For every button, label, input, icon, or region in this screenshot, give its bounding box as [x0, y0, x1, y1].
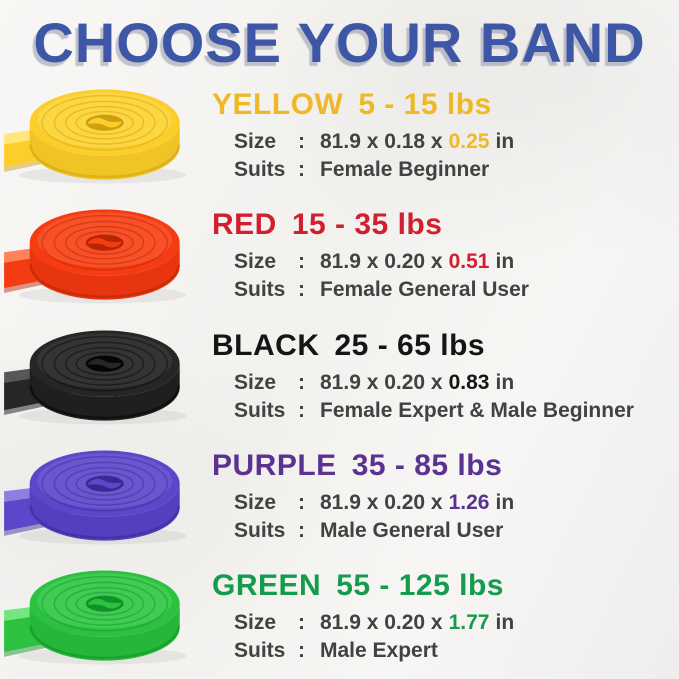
- band-weight-range: 35 - 85 lbs: [351, 448, 503, 482]
- suits-label: Suits: [234, 638, 286, 662]
- coiled-band-illustration: [4, 450, 187, 545]
- size-line: Size : 81.9 x 0.18 x 0.25 in: [234, 128, 514, 156]
- band-section-green: GREEN 55 - 125 lbs Size : 81.9 x 0.20 x …: [0, 557, 679, 677]
- size-value: 81.9 x 0.20 x 1.26 in: [320, 489, 514, 517]
- band-weight-range: 55 - 125 lbs: [336, 568, 504, 602]
- size-label: Size: [234, 370, 277, 394]
- size-line: Size : 81.9 x 0.20 x 0.83 in: [234, 369, 634, 397]
- suits-value: Female General User: [320, 278, 529, 302]
- colon: :: [298, 638, 305, 662]
- size-dimensions: 81.9 x 0.20 x: [320, 250, 443, 274]
- size-dimensions: 81.9 x 0.20 x: [320, 610, 443, 634]
- suits-label: Suits: [234, 278, 286, 302]
- suits-label: Suits: [234, 398, 286, 422]
- band-weight-range: 25 - 65 lbs: [334, 328, 486, 362]
- colon: :: [298, 158, 305, 182]
- size-line: Size : 81.9 x 0.20 x 1.26 in: [234, 489, 514, 517]
- band-name: YELLOW: [212, 88, 344, 122]
- band-name: PURPLE: [212, 448, 337, 482]
- suits-value: Male General User: [320, 518, 504, 542]
- band-heading: GREEN 55 - 125 lbs: [212, 569, 514, 603]
- band-name: GREEN: [212, 568, 322, 602]
- band-name: BLACK: [212, 328, 320, 362]
- band-info: YELLOW 5 - 15 lbs Size : 81.9 x 0.18 x 0…: [212, 88, 514, 184]
- band-photo-green: [0, 561, 198, 673]
- band-list: YELLOW 5 - 15 lbs Size : 81.9 x 0.18 x 0…: [0, 76, 679, 679]
- size-label: Size: [234, 250, 277, 274]
- band-weight-range: 15 - 35 lbs: [291, 208, 443, 242]
- size-label: Size: [234, 130, 277, 154]
- colon: :: [298, 398, 305, 422]
- size-unit: in: [495, 370, 515, 394]
- size-thickness: 0.51: [448, 250, 490, 274]
- colon: :: [298, 490, 305, 514]
- suits-label: Suits: [234, 158, 286, 182]
- suits-value: Male Expert: [320, 638, 438, 662]
- suits-value: Female Beginner: [320, 158, 490, 182]
- coiled-band-illustration: [4, 209, 187, 304]
- band-info: PURPLE 35 - 85 lbs Size : 81.9 x 0.20 x …: [212, 449, 514, 545]
- band-heading: PURPLE 35 - 85 lbs: [212, 449, 514, 483]
- suits-line: Suits : Male Expert: [234, 637, 514, 665]
- size-label: Size: [234, 610, 277, 634]
- band-heading: YELLOW 5 - 15 lbs: [212, 88, 514, 122]
- size-line: Size : 81.9 x 0.20 x 0.51 in: [234, 248, 529, 276]
- band-photo-red: [0, 200, 198, 312]
- size-value: 81.9 x 0.20 x 0.51 in: [320, 248, 514, 276]
- band-heading: RED 15 - 35 lbs: [212, 208, 529, 242]
- suits-line: Suits : Female Beginner: [234, 156, 514, 184]
- band-section-red: RED 15 - 35 lbs Size : 81.9 x 0.20 x 0.5…: [0, 196, 679, 316]
- size-unit: in: [495, 490, 515, 514]
- band-section-black: BLACK 25 - 65 lbs Size : 81.9 x 0.20 x 0…: [0, 316, 679, 436]
- suits-value: Female Expert & Male Beginner: [320, 398, 634, 422]
- size-label: Size: [234, 490, 277, 514]
- suits-line: Suits : Female Expert & Male Beginner: [234, 397, 634, 425]
- suits-label: Suits: [234, 518, 286, 542]
- size-unit: in: [495, 130, 515, 154]
- band-info: GREEN 55 - 125 lbs Size : 81.9 x 0.20 x …: [212, 569, 514, 665]
- band-weight-range: 5 - 15 lbs: [358, 88, 492, 122]
- colon: :: [298, 250, 305, 274]
- size-unit: in: [495, 250, 515, 274]
- band-photo-purple: [0, 441, 198, 553]
- coiled-band-illustration: [4, 570, 187, 665]
- size-dimensions: 81.9 x 0.20 x: [320, 370, 443, 394]
- size-thickness: 1.26: [448, 490, 490, 514]
- suits-line: Suits : Female General User: [234, 276, 529, 304]
- coiled-band-illustration: [4, 329, 187, 424]
- size-thickness: 1.77: [448, 610, 490, 634]
- size-value: 81.9 x 0.20 x 0.83 in: [320, 369, 514, 397]
- band-section-purple: PURPLE 35 - 85 lbs Size : 81.9 x 0.20 x …: [0, 437, 679, 557]
- size-line: Size : 81.9 x 0.20 x 1.77 in: [234, 609, 514, 637]
- band-info: BLACK 25 - 65 lbs Size : 81.9 x 0.20 x 0…: [212, 329, 634, 425]
- band-photo-yellow: [0, 80, 198, 192]
- band-section-yellow: YELLOW 5 - 15 lbs Size : 81.9 x 0.18 x 0…: [0, 76, 679, 196]
- band-heading: BLACK 25 - 65 lbs: [212, 329, 634, 363]
- page-title: CHOOSE YOUR BAND: [33, 11, 646, 74]
- size-dimensions: 81.9 x 0.20 x: [320, 490, 443, 514]
- size-dimensions: 81.9 x 0.18 x: [320, 130, 443, 154]
- size-thickness: 0.25: [448, 130, 490, 154]
- size-value: 81.9 x 0.18 x 0.25 in: [320, 128, 514, 156]
- size-unit: in: [495, 610, 515, 634]
- size-thickness: 0.83: [448, 370, 490, 394]
- coiled-band-illustration: [4, 89, 187, 184]
- colon: :: [298, 610, 305, 634]
- suits-line: Suits : Male General User: [234, 517, 514, 545]
- colon: :: [298, 130, 305, 154]
- band-name: RED: [212, 208, 277, 242]
- colon: :: [298, 370, 305, 394]
- colon: :: [298, 518, 305, 542]
- band-photo-black: [0, 321, 198, 433]
- colon: :: [298, 278, 305, 302]
- size-value: 81.9 x 0.20 x 1.77 in: [320, 609, 514, 637]
- band-info: RED 15 - 35 lbs Size : 81.9 x 0.20 x 0.5…: [212, 208, 529, 304]
